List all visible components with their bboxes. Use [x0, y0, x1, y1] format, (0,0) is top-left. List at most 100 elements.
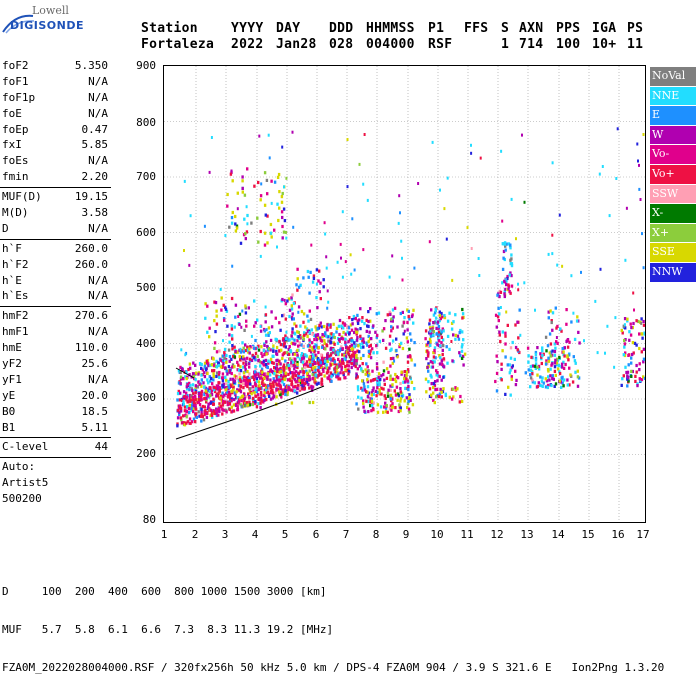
echo-point — [576, 375, 580, 379]
echo-point — [638, 332, 641, 336]
header-value-axn: 714 — [519, 37, 544, 52]
echo-point — [266, 377, 269, 381]
echo-point — [361, 316, 364, 320]
echo-point — [274, 391, 277, 395]
echo-point — [212, 369, 216, 373]
echo-point — [510, 375, 513, 379]
echo-point — [549, 374, 552, 378]
echo-point — [186, 413, 189, 417]
echo-point — [432, 313, 436, 317]
echo-point — [242, 371, 246, 375]
echo-point — [408, 410, 411, 414]
echo-point — [315, 282, 318, 286]
echo-point — [601, 165, 604, 168]
echo-point — [640, 317, 643, 321]
echo-point — [376, 376, 379, 381]
echo-point — [371, 389, 374, 393]
echo-point — [294, 384, 297, 389]
echo-point — [267, 392, 270, 396]
echo-point — [281, 236, 284, 240]
echo-point — [363, 385, 366, 389]
legend-item-nne: NNE — [650, 86, 696, 106]
echo-point — [569, 373, 572, 377]
echo-point — [431, 361, 434, 365]
echo-point — [215, 413, 219, 418]
echo-point — [251, 396, 255, 400]
echo-point — [275, 367, 279, 371]
echo-point — [324, 232, 327, 236]
echo-point — [360, 386, 363, 390]
echo-point — [278, 321, 281, 325]
echo-point — [342, 326, 345, 330]
echo-point — [234, 350, 237, 354]
echo-point — [275, 349, 278, 353]
echo-point — [286, 392, 289, 396]
echo-point — [363, 133, 366, 136]
echo-point — [320, 372, 323, 376]
echo-point — [222, 339, 224, 343]
echo-point — [327, 300, 330, 304]
echo-point — [200, 366, 203, 370]
echo-point — [431, 140, 434, 144]
echo-point — [641, 336, 644, 340]
echo-point — [183, 405, 187, 409]
echo-point — [215, 384, 219, 388]
echo-point — [382, 369, 386, 373]
echo-point — [200, 407, 203, 412]
echo-point — [434, 356, 437, 360]
echo-point — [243, 398, 246, 403]
echo-point — [308, 386, 311, 390]
echo-point — [273, 372, 276, 376]
echo-point — [638, 368, 641, 372]
echo-point — [440, 378, 443, 382]
echo-point — [388, 334, 392, 338]
echo-point — [283, 377, 286, 382]
echo-point — [571, 380, 575, 384]
echo-point — [340, 367, 343, 371]
echo-point — [263, 383, 267, 387]
echo-point — [376, 403, 380, 407]
echo-point — [635, 343, 638, 347]
param-row: yF2 25.6 — [0, 356, 111, 372]
echo-point — [631, 326, 634, 330]
echo-point — [238, 376, 242, 380]
echo-point — [262, 349, 266, 353]
echo-point — [380, 374, 383, 378]
param-value: 110.0 — [74, 341, 108, 355]
echo-point — [638, 346, 641, 351]
echo-point — [510, 253, 513, 257]
echo-point — [541, 346, 544, 350]
echo-point — [499, 290, 503, 294]
echo-point — [555, 340, 558, 344]
echo-point — [358, 162, 361, 166]
echo-point — [266, 214, 269, 218]
echo-point — [259, 325, 262, 328]
echo-point — [343, 356, 346, 360]
echo-point — [212, 378, 215, 382]
echo-point — [228, 359, 231, 363]
echo-point — [210, 393, 214, 397]
echo-point — [271, 370, 275, 374]
echo-point — [315, 338, 319, 342]
echo-point — [337, 377, 340, 381]
echo-point — [523, 200, 526, 204]
echo-point — [504, 392, 507, 396]
echo-point — [246, 345, 249, 349]
echo-point — [311, 332, 314, 336]
echo-point — [549, 367, 552, 371]
echo-point — [346, 360, 349, 364]
echo-point — [559, 327, 562, 331]
echo-point — [347, 372, 350, 376]
echo-point — [299, 324, 302, 328]
echo-point — [297, 310, 300, 314]
echo-point — [264, 305, 267, 309]
echo-point — [390, 325, 393, 329]
echo-point — [384, 410, 388, 414]
echo-point — [302, 356, 306, 360]
echo-point — [307, 275, 310, 279]
echo-point — [598, 172, 601, 176]
echo-point — [195, 415, 198, 419]
echo-point — [282, 363, 286, 367]
echo-point — [305, 380, 309, 384]
echo-point — [366, 390, 369, 394]
